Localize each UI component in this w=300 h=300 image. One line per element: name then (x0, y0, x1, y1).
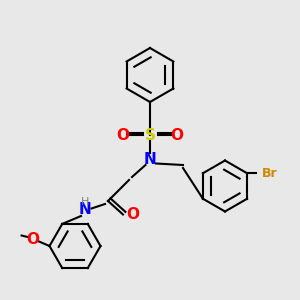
Text: S: S (145, 128, 155, 142)
Text: Br: Br (262, 167, 278, 180)
Text: N: N (79, 202, 92, 217)
Text: O: O (26, 232, 40, 247)
Text: O: O (116, 128, 130, 142)
Text: O: O (126, 207, 139, 222)
Text: H: H (81, 196, 89, 207)
Text: N: N (144, 152, 156, 166)
Text: O: O (170, 128, 184, 142)
